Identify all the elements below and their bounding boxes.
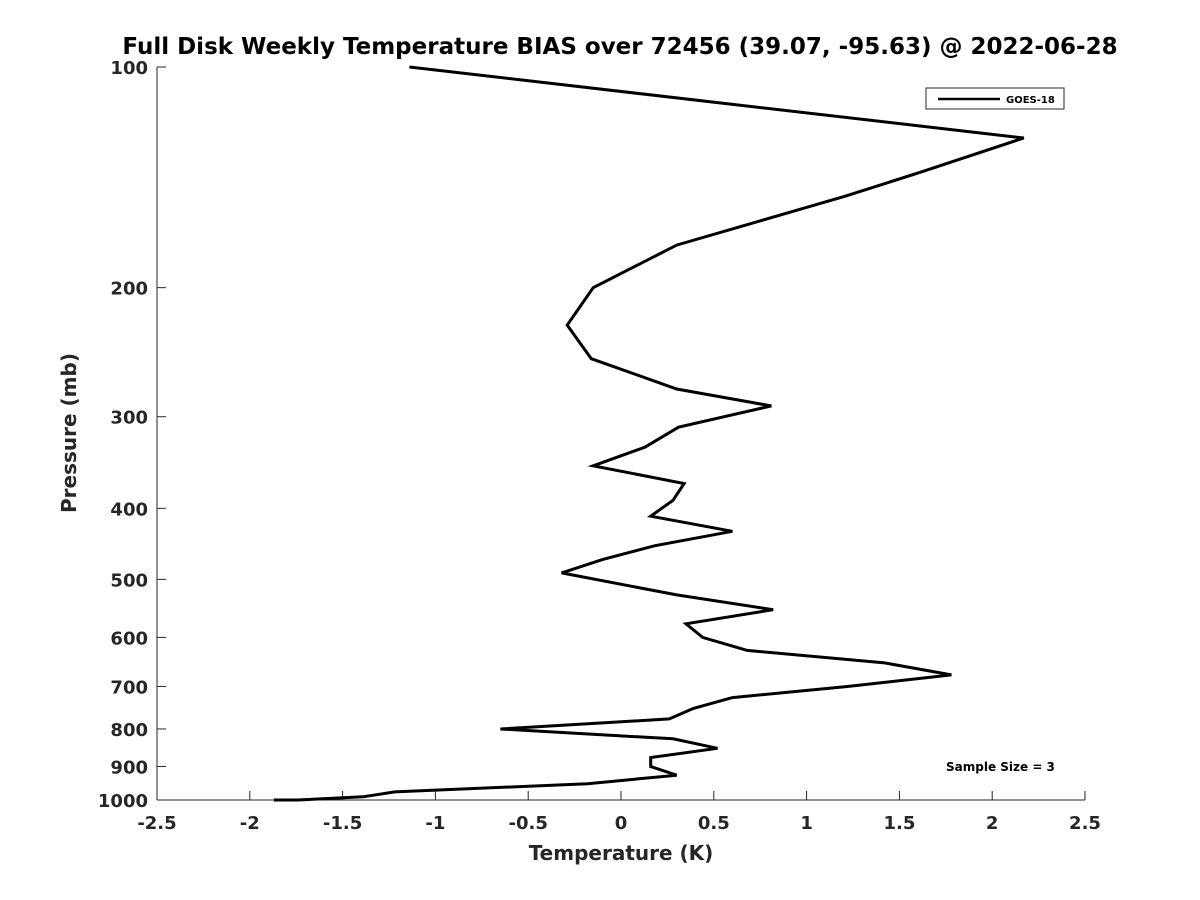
- x-tick-label: 1.5: [883, 813, 915, 834]
- x-tick-label: -1: [425, 813, 445, 834]
- y-tick-label: 100: [110, 58, 148, 79]
- x-axis-label: Temperature (K): [529, 841, 714, 865]
- plot-area: [157, 67, 1085, 800]
- chart-title: Full Disk Weekly Temperature BIAS over 7…: [122, 34, 1117, 60]
- series-line-goes-18: [273, 65, 1025, 802]
- y-tick-label: 200: [110, 279, 148, 300]
- legend-label-goes-18: GOES-18: [1006, 95, 1055, 106]
- y-tick-label: 500: [110, 570, 148, 591]
- x-tick-label: -1.5: [323, 813, 362, 834]
- x-tick-label: -2.5: [137, 813, 176, 834]
- x-tick-label: -2: [240, 813, 260, 834]
- sample-size-annotation: Sample Size = 3: [946, 760, 1055, 774]
- y-tick-label: 800: [110, 720, 148, 741]
- y-tick-label: 700: [110, 677, 148, 698]
- y-tick-label: 600: [110, 628, 148, 649]
- y-axis-ticks: 100 200 300 400 500 600 700 800 900 1000: [98, 58, 166, 812]
- y-tick-label: 400: [110, 499, 148, 520]
- x-tick-label: -0.5: [509, 813, 548, 834]
- y-tick-label: 900: [110, 757, 148, 778]
- legend: GOES-18: [925, 87, 1065, 110]
- x-tick-label: 0: [615, 813, 628, 834]
- y-tick-label: 300: [110, 408, 148, 429]
- x-tick-label: 1: [800, 813, 813, 834]
- x-tick-label: 0.5: [698, 813, 730, 834]
- x-tick-label: 2: [986, 813, 999, 834]
- y-axis-label: Pressure (mb): [57, 353, 81, 513]
- y-tick-label: 1000: [98, 791, 148, 812]
- x-axis-ticks: -2.5 -2 -1.5 -1 -0.5 0 0.5 1 1.5 2 2.5: [137, 791, 1101, 834]
- x-tick-label: 2.5: [1069, 813, 1101, 834]
- series-group: [273, 65, 1025, 802]
